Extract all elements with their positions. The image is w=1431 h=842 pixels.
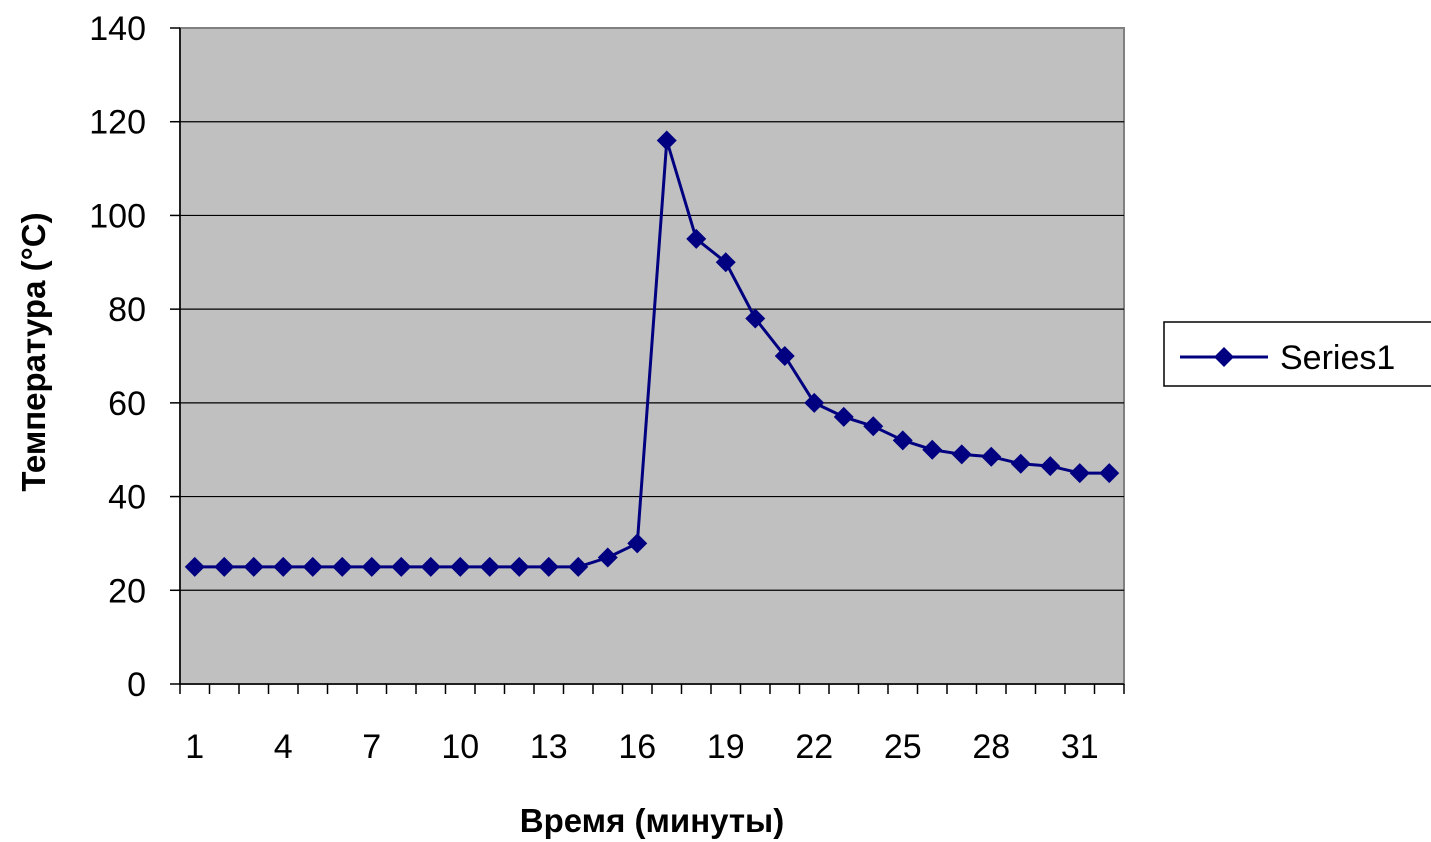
data-point: [892, 430, 913, 451]
data-point: [627, 533, 648, 554]
data-point: [1010, 453, 1031, 474]
y-axis-title: Температура (°C): [15, 212, 52, 491]
data-point: [774, 346, 795, 366]
x-axis: 1 4 7 10 13 16 19 22 25 28 31: [179, 683, 1125, 766]
data-point: [686, 228, 707, 249]
legend-marker: [1214, 347, 1234, 367]
data-point: [391, 556, 412, 577]
x-tick-label: 13: [530, 728, 568, 766]
x-tick-label: 31: [1061, 728, 1099, 766]
x-tick-label: 7: [362, 728, 381, 766]
x-tick-label: 25: [884, 728, 922, 766]
data-point: [745, 308, 766, 329]
data-point: [715, 252, 736, 273]
y-tick-label: 60: [108, 385, 146, 423]
legend-box: [1163, 321, 1431, 387]
data-point: [568, 556, 589, 577]
x-tick-label: 28: [972, 728, 1010, 766]
y-tick-label: 140: [89, 10, 146, 48]
data-point: [1069, 463, 1090, 484]
x-axis-title: Время (минуты): [520, 802, 784, 839]
y-tick-label: 40: [108, 479, 146, 517]
data-point: [479, 556, 500, 577]
y-tick-label: 20: [108, 572, 146, 610]
series-group: [184, 130, 1120, 577]
data-point: [804, 392, 825, 413]
y-tick-label: 0: [127, 666, 146, 704]
y-tick-label: 100: [89, 197, 146, 235]
data-point: [1040, 456, 1061, 477]
data-point: [273, 556, 294, 577]
y-axis: 0 20 40 60 80 100 120 140: [89, 10, 181, 704]
data-point: [184, 556, 205, 577]
legend-label: Series1: [1280, 339, 1395, 377]
data-point: [833, 406, 854, 427]
y-tick-label: 80: [108, 291, 146, 329]
data-point: [450, 556, 471, 577]
legend: Series1: [1163, 321, 1431, 387]
x-tick-label: 4: [274, 728, 293, 766]
data-point: [538, 556, 559, 577]
data-point: [1099, 463, 1120, 484]
data-point: [597, 547, 618, 568]
data-point: [981, 446, 1002, 467]
data-point: [214, 556, 235, 577]
x-tick-label: 22: [795, 728, 833, 766]
data-point: [922, 439, 943, 460]
x-tick-label: 1: [185, 728, 204, 766]
x-tick-label: 16: [618, 728, 656, 766]
data-point: [243, 556, 264, 577]
data-point: [332, 556, 353, 577]
x-tick-label: 19: [707, 728, 745, 766]
gridlines: [180, 121, 1124, 591]
data-point: [361, 556, 382, 577]
data-point: [302, 556, 323, 577]
data-point: [420, 556, 441, 577]
data-point: [509, 556, 530, 577]
y-tick-label: 120: [89, 104, 146, 142]
x-tick-label: 10: [441, 728, 479, 766]
data-point: [951, 444, 972, 465]
data-point: [656, 130, 677, 151]
data-point: [863, 416, 884, 437]
